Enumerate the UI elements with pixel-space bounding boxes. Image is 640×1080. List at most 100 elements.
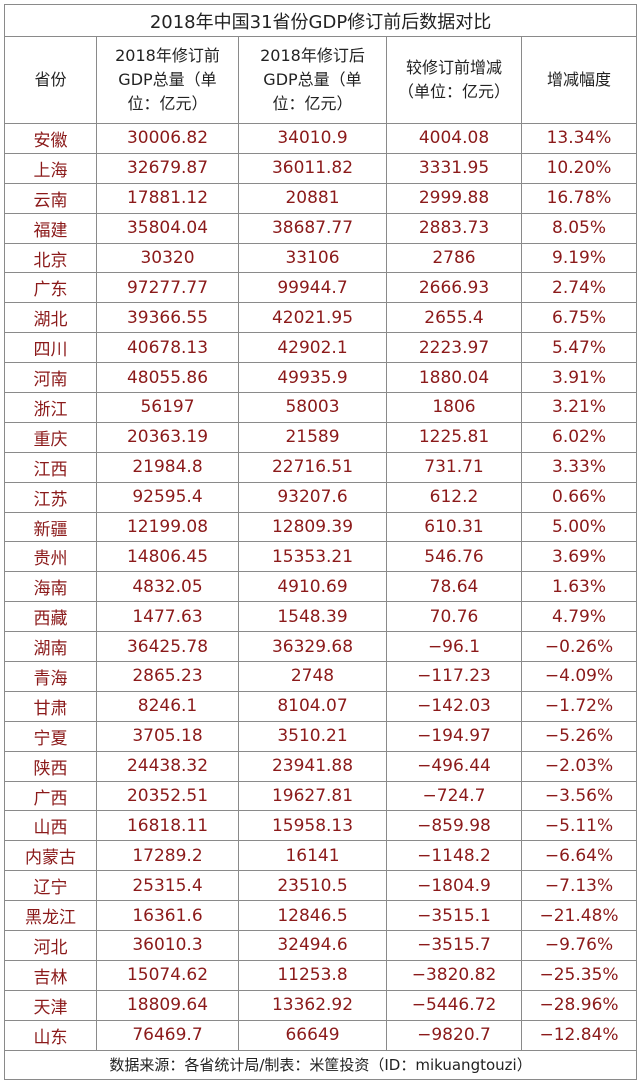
table-row: 河北 36010.3 32494.6 −3515.7 −9.76% (4, 930, 638, 961)
cell-gdp-before: 14806.45 (96, 541, 239, 573)
cell-change: 2883.73 (386, 212, 522, 244)
gdp-table: 2018年中国31省份GDP修订前后数据对比 省份 2018年修订前 GDP总量… (3, 4, 638, 1080)
cell-change: 2223.97 (386, 332, 522, 364)
cell-gdp-before: 56197 (96, 392, 239, 423)
table-row: 黑龙江 16361.6 12846.5 −3515.1 −21.48% (4, 900, 638, 932)
cell-gdp-after: 23510.5 (238, 870, 387, 902)
cell-province: 上海 (4, 152, 97, 184)
cell-gdp-after: 22716.51 (238, 451, 387, 483)
cell-change-rate: 2.74% (520, 272, 638, 304)
table-row: 湖南 36425.78 36329.68 −96.1 −0.26% (4, 631, 638, 663)
table-row: 重庆 20363.19 21589 1225.81 6.02% (4, 421, 638, 453)
cell-gdp-after: 38687.77 (238, 212, 387, 244)
cell-gdp-before: 36010.3 (96, 930, 239, 961)
cell-gdp-before: 35804.04 (96, 212, 239, 244)
cell-gdp-before: 30006.82 (96, 123, 239, 154)
cell-gdp-after: 49935.9 (238, 362, 387, 394)
cell-province: 内蒙古 (4, 840, 97, 872)
cell-change-rate: 4.79% (520, 601, 638, 633)
table-row: 江苏 92595.4 93207.6 612.2 0.66% (4, 481, 638, 513)
cell-change-rate: −25.35% (520, 959, 638, 991)
cell-gdp-after: 8104.07 (238, 690, 387, 722)
cell-province: 山西 (4, 810, 97, 842)
cell-gdp-after: 19627.81 (238, 780, 387, 812)
cell-gdp-after: 93207.6 (238, 481, 387, 513)
cell-province: 山东 (4, 1019, 97, 1051)
cell-change-rate: 5.00% (520, 511, 638, 543)
table-row: 甘肃 8246.1 8104.07 −142.03 −1.72% (4, 690, 638, 722)
cell-change-rate: −9.76% (520, 930, 638, 961)
cell-gdp-after: 32494.6 (238, 930, 387, 961)
cell-gdp-after: 15958.13 (238, 810, 387, 842)
table-row: 江西 21984.8 22716.51 731.71 3.33% (4, 451, 638, 483)
cell-gdp-after: 66649 (238, 1019, 387, 1051)
cell-change: 2655.4 (386, 302, 522, 334)
header-change: 较修订前增减 （单位：亿元） (386, 36, 522, 124)
cell-gdp-after: 15353.21 (238, 541, 387, 573)
table-row: 贵州 14806.45 15353.21 546.76 3.69% (4, 541, 638, 573)
cell-province: 甘肃 (4, 690, 97, 722)
cell-province: 宁夏 (4, 720, 97, 752)
cell-gdp-after: 20881 (238, 182, 387, 214)
gdp-comparison-sheet: 2018年中国31省份GDP修订前后数据对比 省份 2018年修订前 GDP总量… (3, 4, 638, 1080)
cell-change-rate: 9.19% (520, 242, 638, 274)
table-row: 天津 18809.64 13362.92 −5446.72 −28.96% (4, 989, 638, 1021)
cell-gdp-before: 20352.51 (96, 780, 239, 812)
cell-gdp-before: 97277.77 (96, 272, 239, 304)
cell-change: −3515.1 (386, 900, 522, 932)
cell-gdp-before: 2865.23 (96, 661, 239, 692)
cell-change-rate: 8.05% (520, 212, 638, 244)
cell-change-rate: −2.03% (520, 750, 638, 782)
table-row: 北京 30320 33106 2786 9.19% (4, 242, 638, 274)
cell-gdp-after: 16141 (238, 840, 387, 872)
cell-change: −859.98 (386, 810, 522, 842)
cell-province: 四川 (4, 332, 97, 364)
cell-change: 78.64 (386, 571, 522, 603)
cell-province: 重庆 (4, 421, 97, 453)
cell-change: −1148.2 (386, 840, 522, 872)
cell-change-rate: −5.26% (520, 720, 638, 752)
cell-gdp-after: 1548.39 (238, 601, 387, 633)
cell-province: 贵州 (4, 541, 97, 573)
cell-gdp-after: 21589 (238, 421, 387, 453)
cell-change-rate: 6.02% (520, 421, 638, 453)
cell-province: 新疆 (4, 511, 97, 543)
cell-gdp-before: 21984.8 (96, 451, 239, 483)
cell-gdp-before: 25315.4 (96, 870, 239, 902)
cell-change: 1806 (386, 392, 522, 423)
table-row: 浙江 56197 58003 1806 3.21% (4, 392, 638, 423)
cell-province: 西藏 (4, 601, 97, 633)
table-row: 安徽 30006.82 34010.9 4004.08 13.34% (4, 123, 638, 154)
cell-gdp-before: 18809.64 (96, 989, 239, 1021)
cell-change-rate: 3.21% (520, 392, 638, 423)
cell-change-rate: −12.84% (520, 1019, 638, 1051)
cell-gdp-after: 33106 (238, 242, 387, 274)
cell-gdp-before: 8246.1 (96, 690, 239, 722)
cell-change: 2999.88 (386, 182, 522, 214)
table-row: 吉林 15074.62 11253.8 −3820.82 −25.35% (4, 959, 638, 991)
cell-change-rate: 13.34% (520, 123, 638, 154)
cell-gdp-before: 92595.4 (96, 481, 239, 513)
cell-change: −194.97 (386, 720, 522, 752)
cell-gdp-after: 36329.68 (238, 631, 387, 663)
cell-province: 湖南 (4, 631, 97, 663)
cell-gdp-before: 15074.62 (96, 959, 239, 991)
cell-change: −117.23 (386, 661, 522, 692)
cell-change: 2786 (386, 242, 522, 274)
cell-change-rate: 3.33% (520, 451, 638, 483)
cell-gdp-before: 20363.19 (96, 421, 239, 453)
cell-province: 青海 (4, 661, 97, 692)
table-row: 内蒙古 17289.2 16141 −1148.2 −6.64% (4, 840, 638, 872)
cell-change: 4004.08 (386, 123, 522, 154)
cell-change-rate: −5.11% (520, 810, 638, 842)
cell-gdp-before: 12199.08 (96, 511, 239, 543)
cell-gdp-after: 11253.8 (238, 959, 387, 991)
table-row: 新疆 12199.08 12809.39 610.31 5.00% (4, 511, 638, 543)
cell-change-rate: −4.09% (520, 661, 638, 692)
cell-gdp-after: 99944.7 (238, 272, 387, 304)
cell-gdp-after: 42902.1 (238, 332, 387, 364)
cell-province: 河南 (4, 362, 97, 394)
table-body: 安徽 30006.82 34010.9 4004.08 13.34% 上海 32679.87… (4, 123, 638, 1051)
cell-change-rate: −1.72% (520, 690, 638, 722)
cell-province: 江西 (4, 451, 97, 483)
